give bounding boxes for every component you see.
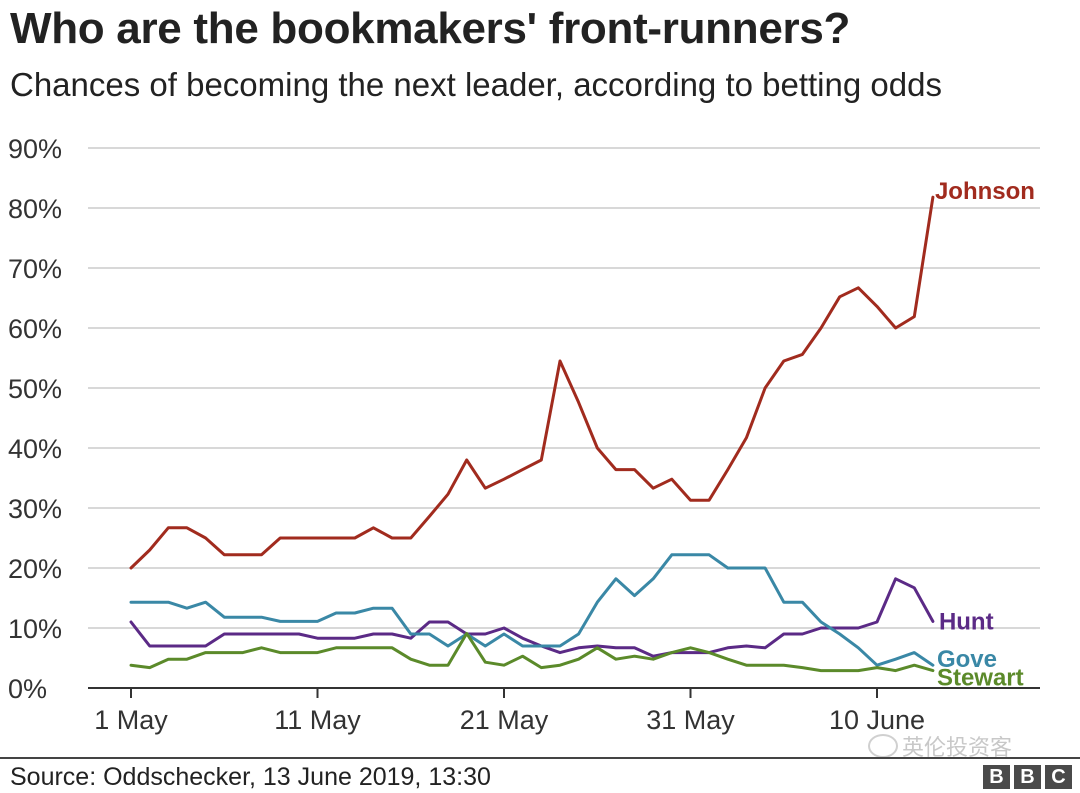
- x-tick-label: 31 May: [646, 705, 735, 735]
- axes: 0% 10% 20% 30% 40% 50% 60% 70% 80% 90% 1 May 11 May…: [8, 134, 1040, 735]
- series-lines: [129, 195, 935, 673]
- y-tick-label: 0%: [8, 674, 47, 704]
- series-line-hunt: [129, 577, 935, 658]
- bbc-logo-letter: C: [1045, 765, 1072, 789]
- gridlines: [88, 147, 1040, 629]
- line-chart: 0% 10% 20% 30% 40% 50% 60% 70% 80% 90% 1 May 11 May…: [8, 134, 1040, 735]
- x-tick-label: 10 June: [829, 705, 925, 735]
- series-line-gove: [129, 553, 935, 667]
- watermark: 英伦投资客: [868, 730, 1012, 762]
- watermark-text: 英伦投资客: [902, 735, 1013, 760]
- series-line-johnson: [129, 195, 935, 570]
- x-tick-label: 11 May: [274, 705, 361, 735]
- y-tick-label: 10%: [8, 614, 62, 644]
- series-label-hunt: Hunt: [939, 608, 994, 635]
- source-note: Source: Oddschecker, 13 June 2019, 13:30: [10, 763, 491, 791]
- y-tick-label: 80%: [8, 194, 62, 224]
- y-tick-label: 70%: [8, 254, 62, 284]
- series-label-johnson: Johnson: [935, 178, 1035, 205]
- y-tick-label: 30%: [8, 494, 62, 524]
- y-tick-label: 20%: [8, 554, 62, 584]
- chart-title: Who are the bookmakers' front-runners?: [10, 4, 851, 53]
- y-tick-label: 90%: [8, 134, 62, 164]
- y-tick-label: 40%: [8, 434, 62, 464]
- x-tick-label: 1 May: [94, 705, 168, 735]
- series-label-gove: Gove: [937, 646, 997, 673]
- series-line-stewart: [129, 631, 935, 673]
- wechat-icon: [868, 734, 898, 758]
- bbc-logo-letter: B: [1014, 765, 1041, 789]
- bbc-logo: B B C: [983, 765, 1072, 789]
- bbc-logo-letter: B: [983, 765, 1010, 789]
- footer-divider: [0, 757, 1080, 759]
- series-label-stewart: Stewart: [937, 665, 1024, 692]
- chart-subtitle: Chances of becoming the next leader, acc…: [10, 66, 942, 103]
- y-tick-label: 60%: [8, 314, 62, 344]
- y-tick-label: 50%: [8, 374, 62, 404]
- x-tick-label: 21 May: [460, 705, 549, 735]
